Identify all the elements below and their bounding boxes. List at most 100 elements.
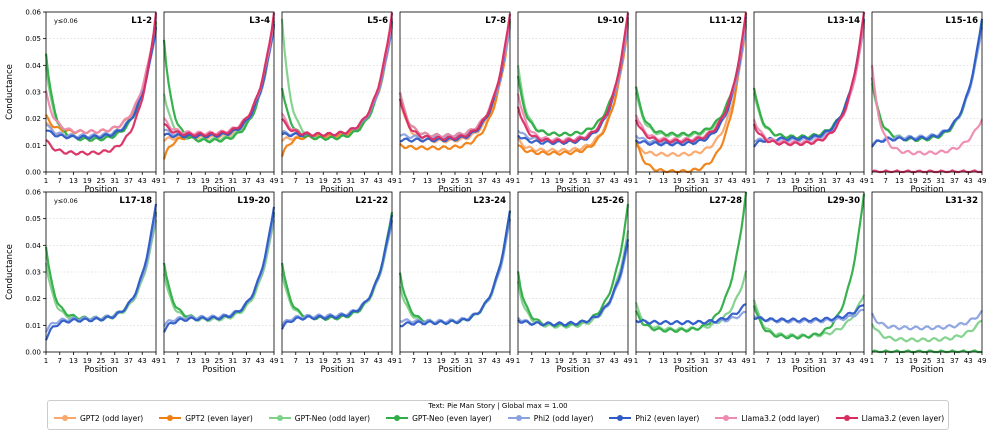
x-tick-label: 31: [818, 357, 827, 365]
series-gpt-neo-even-layer: [162, 212, 276, 321]
legend-entry: Llama3.2 (even layer): [835, 413, 945, 423]
x-tick-label: 7: [884, 357, 888, 365]
series-llama3-2-even-layer: [45, 12, 158, 156]
x-tick-label: 31: [700, 357, 709, 365]
series-llama3-2-even-layer: [634, 12, 748, 144]
legend-swatch: [386, 413, 409, 423]
x-tick-label: 19: [319, 357, 328, 365]
x-tick-label: 31: [700, 177, 709, 185]
panel-l19-20: L19-20 1 7 13 19 25 31 37 43 49 Position: [162, 191, 278, 375]
x-tick-label: 31: [110, 177, 119, 185]
x-tick-label: 13: [777, 177, 786, 185]
x-tick-label: 7: [766, 357, 770, 365]
panel-frame: [281, 11, 393, 173]
panel-frame: [517, 191, 629, 353]
x-tick-label: 7: [884, 177, 888, 185]
series-llama3-2-even-layer: [281, 12, 394, 138]
x-tick-label: 31: [346, 357, 355, 365]
x-tick-label: 13: [777, 357, 786, 365]
x-tick-label: 25: [687, 357, 696, 365]
x-tick-label: 43: [846, 357, 855, 365]
series-llama3-2-odd-layer: [163, 17, 276, 136]
x-tick-label: 19: [83, 357, 92, 365]
x-axis-label: Position: [320, 365, 353, 375]
y-tick-label: 0.01: [25, 322, 41, 330]
x-tick-label: 19: [83, 177, 92, 185]
series-gpt-neo-even-layer: [516, 203, 630, 328]
legend-entry: Phi2 (even layer): [609, 413, 699, 423]
x-tick-label: 1: [44, 357, 48, 365]
series-llama3-2-odd-layer: [44, 16, 158, 135]
legend-entry: GPT2 (odd layer): [54, 413, 143, 423]
x-tick-label: 37: [714, 357, 723, 365]
series-gpt-neo-odd-layer: [162, 219, 276, 323]
x-tick-label: 37: [360, 357, 369, 365]
legend-title: Text: Pie Man Story | Global max = 1.00: [428, 402, 568, 410]
x-tick-label: 25: [805, 177, 814, 185]
x-tick-label: 43: [374, 177, 383, 185]
series-gpt-neo-odd-layer: [44, 24, 158, 141]
x-tick-label: 7: [648, 357, 652, 365]
y-tick-label: 0.00: [25, 169, 41, 177]
x-axis-label: Position: [202, 185, 235, 195]
legend-label: Llama3.2 (even layer): [861, 413, 945, 423]
legend-entry: GPT2 (even layer): [159, 413, 253, 423]
legend-label: GPT2 (even layer): [185, 413, 253, 423]
x-tick-label: 13: [187, 357, 196, 365]
x-tick-label: 37: [242, 357, 251, 365]
x-axis-label: Position: [556, 185, 589, 195]
series-phi2-even-layer: [753, 18, 866, 148]
legend-label: Phi2 (odd layer): [533, 413, 594, 423]
x-tick-label: 25: [923, 357, 932, 365]
series-llama3-2-odd-layer: [516, 18, 630, 142]
x-tick-label: 37: [596, 177, 605, 185]
x-axis-label: Position: [910, 185, 943, 195]
legend-label: GPT-Neo (odd layer): [294, 413, 371, 423]
y-tick-label: 0.04: [25, 242, 41, 250]
x-tick-label: 19: [201, 357, 210, 365]
series-llama3-2-even-layer: [752, 11, 866, 147]
legend-entry: GPT-Neo (even layer): [386, 413, 492, 423]
series-gpt2-even-layer: [634, 12, 748, 174]
x-tick-label: 31: [228, 177, 237, 185]
x-tick-label: 43: [728, 357, 737, 365]
panel-frame: [753, 191, 865, 353]
x-tick-label: 25: [333, 177, 342, 185]
x-tick-label: 13: [541, 177, 550, 185]
x-tick-label: 25: [97, 177, 106, 185]
panel-l23-24: L23-24 1 7 13 19 25 31 37 43 49 Position: [398, 191, 515, 375]
series-phi2-even-layer: [163, 206, 276, 333]
panel-l5-6: L5-6 1 7 13 19 25 31 37 43 49 Position: [280, 11, 396, 195]
x-tick-label: 25: [215, 177, 224, 185]
legend-swatch: [159, 413, 182, 423]
series-phi2-even-layer: [281, 20, 394, 138]
legend-swatch: [715, 413, 738, 423]
x-tick-label: 43: [138, 177, 147, 185]
x-tick-label: 7: [176, 177, 180, 185]
x-tick-label: 13: [895, 357, 904, 365]
panel-title: L3-4: [249, 16, 270, 26]
y-tick-label: 0.06: [25, 189, 41, 197]
x-tick-label: 13: [659, 357, 668, 365]
x-tick-label: 7: [530, 177, 534, 185]
series-gpt2-odd-layer: [163, 26, 276, 142]
x-tick-label: 1: [752, 177, 756, 185]
series-phi2-odd-layer: [399, 219, 512, 324]
y-tick-label: 0.03: [25, 269, 41, 277]
x-tick-label: 13: [69, 177, 78, 185]
y-axis-label: Conductance: [5, 64, 15, 120]
x-axis-label: Position: [202, 365, 235, 375]
cap-note: y≤0.06: [54, 197, 78, 205]
x-tick-label: 1: [280, 177, 284, 185]
x-tick-label: 49: [506, 357, 515, 365]
panel-l25-26: L25-26 1 7 13 19 25 31 37 43 49 Position: [516, 191, 632, 375]
series-phi2-even-layer: [281, 214, 394, 330]
x-tick-label: 1: [752, 357, 756, 365]
x-tick-label: 49: [506, 177, 515, 185]
x-tick-label: 25: [451, 357, 460, 365]
x-tick-label: 43: [964, 357, 973, 365]
x-tick-label: 7: [766, 177, 770, 185]
x-axis-label: Position: [792, 185, 825, 195]
series-gpt2-odd-layer: [398, 25, 512, 144]
y-tick-label: 0.04: [25, 62, 41, 70]
